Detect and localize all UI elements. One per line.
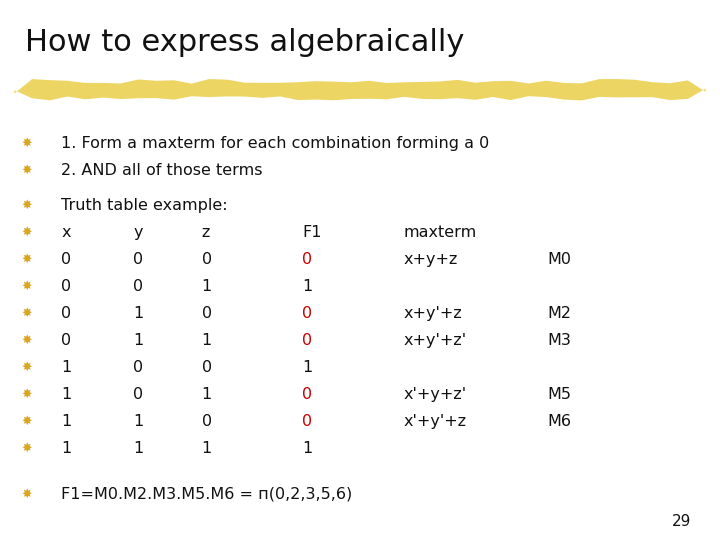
Text: 1: 1	[61, 441, 71, 456]
Text: 1. Form a maxterm for each combination forming a 0: 1. Form a maxterm for each combination f…	[61, 136, 490, 151]
Text: 2. AND all of those terms: 2. AND all of those terms	[61, 163, 263, 178]
Text: 1: 1	[202, 333, 212, 348]
Text: x: x	[61, 225, 71, 240]
Text: ✸: ✸	[22, 307, 32, 320]
Text: ✸: ✸	[22, 361, 32, 374]
Text: 0: 0	[61, 306, 71, 321]
Text: 1: 1	[302, 441, 312, 456]
Text: Truth table example:: Truth table example:	[61, 198, 228, 213]
Text: 1: 1	[133, 441, 143, 456]
Text: 1: 1	[133, 333, 143, 348]
Text: x'+y+z': x'+y+z'	[403, 387, 467, 402]
Text: 0: 0	[302, 306, 312, 321]
Text: M0: M0	[547, 252, 571, 267]
Text: 0: 0	[133, 252, 143, 267]
Text: ✸: ✸	[22, 488, 32, 501]
Text: 29: 29	[672, 514, 691, 529]
Text: 0: 0	[61, 279, 71, 294]
Text: 0: 0	[302, 333, 312, 348]
Text: ✸: ✸	[22, 442, 32, 455]
Text: ✸: ✸	[22, 253, 32, 266]
Text: x+y'+z: x+y'+z	[403, 306, 462, 321]
Text: 1: 1	[202, 441, 212, 456]
Text: 0: 0	[133, 279, 143, 294]
Text: 1: 1	[133, 414, 143, 429]
Text: ✸: ✸	[22, 226, 32, 239]
Text: ✸: ✸	[22, 280, 32, 293]
Text: 0: 0	[202, 360, 212, 375]
Text: ✸: ✸	[22, 164, 32, 177]
Text: 1: 1	[202, 279, 212, 294]
Text: z: z	[202, 225, 210, 240]
Text: 0: 0	[302, 387, 312, 402]
Text: How to express algebraically: How to express algebraically	[25, 28, 464, 57]
Text: 1: 1	[302, 360, 312, 375]
Text: ✸: ✸	[22, 199, 32, 212]
Text: 1: 1	[202, 387, 212, 402]
Text: 0: 0	[61, 252, 71, 267]
Text: ✸: ✸	[22, 388, 32, 401]
Text: x+y+z: x+y+z	[403, 252, 458, 267]
Text: M6: M6	[547, 414, 571, 429]
Text: ✸: ✸	[22, 137, 32, 150]
Text: 1: 1	[133, 306, 143, 321]
Text: 0: 0	[302, 252, 312, 267]
Text: 1: 1	[61, 414, 71, 429]
Text: M2: M2	[547, 306, 571, 321]
Text: ✸: ✸	[22, 415, 32, 428]
Text: ✸: ✸	[22, 334, 32, 347]
Polygon shape	[14, 79, 706, 100]
Text: 1: 1	[61, 360, 71, 375]
Text: maxterm: maxterm	[403, 225, 477, 240]
Text: 0: 0	[202, 306, 212, 321]
Text: x'+y'+z: x'+y'+z	[403, 414, 467, 429]
Text: 0: 0	[202, 252, 212, 267]
Text: M3: M3	[547, 333, 571, 348]
Text: 0: 0	[133, 360, 143, 375]
Text: M5: M5	[547, 387, 571, 402]
Text: F1=M0.M2.M3.M5.M6 = п(0,2,3,5,6): F1=M0.M2.M3.M5.M6 = п(0,2,3,5,6)	[61, 487, 353, 502]
Text: 1: 1	[302, 279, 312, 294]
Text: 0: 0	[61, 333, 71, 348]
Text: 0: 0	[133, 387, 143, 402]
Text: 1: 1	[61, 387, 71, 402]
Text: y: y	[133, 225, 143, 240]
Text: F1: F1	[302, 225, 322, 240]
Text: 0: 0	[202, 414, 212, 429]
Text: x+y'+z': x+y'+z'	[403, 333, 467, 348]
Text: 0: 0	[302, 414, 312, 429]
